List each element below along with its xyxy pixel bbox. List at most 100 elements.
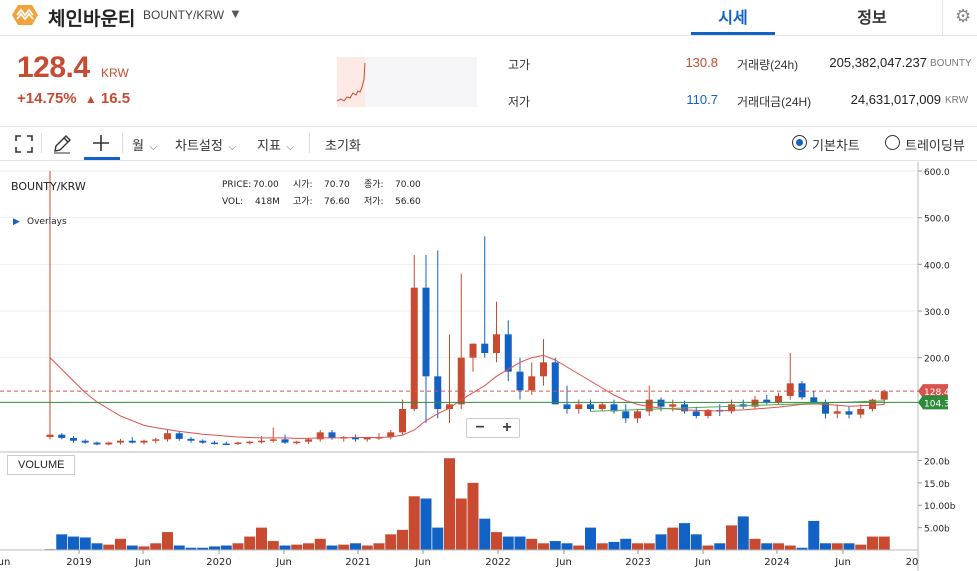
ohlc-legend: PRICE: 70.00 VOL: 418M 시가: 70.70 고가: 76.… <box>222 179 421 207</box>
volume-bar <box>420 498 432 550</box>
volume-bar <box>502 536 514 550</box>
volume-bar <box>620 538 632 550</box>
candle-body <box>446 404 453 409</box>
fullscreen-icon[interactable] <box>15 135 33 153</box>
volume-bar <box>690 534 702 550</box>
candle-body <box>622 411 630 419</box>
legend-close: 70.00 <box>395 180 421 190</box>
legend-price-label: PRICE: <box>222 180 251 190</box>
volume-label: 거래량(24h) <box>737 58 799 72</box>
interval-select[interactable]: 월 ⌵ <box>132 135 157 154</box>
candle-body <box>246 441 254 444</box>
tradingview-radio[interactable] <box>885 135 900 150</box>
low-value: 110.7 <box>686 92 718 107</box>
price-chart[interactable]: 600.0 500.0 400.0 300.0 200.0 20.0b 15.0b 10.00… <box>0 162 977 571</box>
basic-chart-radio[interactable] <box>792 135 807 150</box>
volume-bar <box>444 458 455 550</box>
volume-bar <box>150 543 162 550</box>
candle-body <box>669 404 677 407</box>
indicators-menu[interactable]: 지표 ⌵ <box>257 135 294 154</box>
divider <box>122 133 123 153</box>
tab-info[interactable]: 정보 <box>857 10 887 27</box>
candle-body <box>164 433 171 440</box>
candle-body <box>81 440 89 443</box>
candle-body <box>704 409 712 416</box>
x-tick-label: Jun <box>414 557 431 568</box>
zoom-in-button[interactable]: + <box>502 419 512 436</box>
chevron-down-icon: ⌵ <box>228 142 237 153</box>
volume-bar <box>784 545 796 550</box>
price-unit: KRW <box>101 66 129 80</box>
up-arrow-icon: ▲ <box>84 92 97 106</box>
candle-body <box>610 404 618 412</box>
volume-bar <box>831 543 843 550</box>
overlays-toggle[interactable]: Overlays <box>27 217 67 227</box>
candle-body <box>563 404 571 409</box>
tab-quote[interactable]: 시세 <box>691 4 775 35</box>
volume-bar <box>514 536 526 550</box>
volume-bar <box>138 546 150 550</box>
candle-body <box>575 404 583 409</box>
volume-bar <box>397 529 408 550</box>
candle-body <box>857 409 865 415</box>
market-pair: BOUNTY/KRW <box>143 8 225 22</box>
volume-bar <box>91 543 103 550</box>
market-dropdown-icon[interactable]: ▼ <box>229 6 242 21</box>
volume-bar <box>361 545 373 550</box>
basic-chart-label[interactable]: 기본차트 <box>812 138 860 153</box>
legend-close-label: 종가: <box>364 179 384 190</box>
volume-bar <box>232 543 244 550</box>
candle-body <box>70 437 77 441</box>
volume-bar <box>173 545 185 550</box>
volume-bar <box>820 543 831 550</box>
volume-bar <box>185 547 197 550</box>
legend-high: 76.60 <box>324 197 350 207</box>
crosshair-icon[interactable] <box>92 134 110 152</box>
x-tick-label: 2022 <box>485 557 510 568</box>
tradingview-label[interactable]: 트레이딩뷰 <box>905 138 965 153</box>
chart-axes: 600.0 500.0 400.0 300.0 200.0 20.0b 15.0b 10.00… <box>0 162 956 571</box>
volume-bar <box>796 547 808 550</box>
chart-grid <box>0 170 918 359</box>
volume-bar <box>291 544 303 550</box>
volume-bar <box>855 544 867 550</box>
coin-logo-icon <box>12 5 38 25</box>
volume-bar <box>679 523 690 550</box>
current-price-tag-label: 128.4 <box>924 388 950 398</box>
volume-bar <box>608 541 620 550</box>
volume-bar <box>538 543 549 550</box>
x-tick-label: Jun <box>555 557 572 568</box>
candle-body <box>293 441 301 444</box>
volume-bar <box>256 527 267 550</box>
volume-bar <box>244 536 256 550</box>
interval-label: 월 <box>132 138 144 153</box>
volume-unit: BOUNTY <box>930 58 972 69</box>
ma-price-tag-label: 104.3 <box>924 399 950 409</box>
volume-bar <box>585 527 596 550</box>
volume-bar <box>714 543 726 550</box>
pencil-icon[interactable] <box>52 134 72 154</box>
volume-tick-label: 10.00b <box>924 502 956 512</box>
volume-bar <box>773 543 784 550</box>
volume-bars <box>44 458 890 550</box>
candle-body <box>587 404 594 409</box>
reset-button[interactable]: 초기화 <box>325 138 361 153</box>
coin-name: 체인바운티 <box>48 9 136 30</box>
zoom-out-button[interactable]: − <box>475 419 485 436</box>
ma-line <box>49 354 885 439</box>
candle-body <box>269 439 277 441</box>
volume-bar <box>103 544 115 550</box>
volume-bar <box>632 543 643 550</box>
current-price: 128.4 <box>17 51 90 84</box>
volume-bar <box>573 545 585 550</box>
change-percent: +14.75% <box>17 90 77 107</box>
volume-bar <box>749 538 761 550</box>
chart-settings-menu[interactable]: 차트설정 ⌵ <box>175 135 236 154</box>
volume-bar <box>655 534 667 550</box>
x-tick-label: 2020 <box>206 557 231 568</box>
low-label: 저가 <box>508 95 531 109</box>
candle-body <box>634 411 641 419</box>
crosshair-selected-indicator <box>84 157 120 160</box>
gear-icon[interactable]: ⚙ <box>955 6 972 26</box>
triangle-right-icon[interactable]: ▶ <box>13 217 20 227</box>
